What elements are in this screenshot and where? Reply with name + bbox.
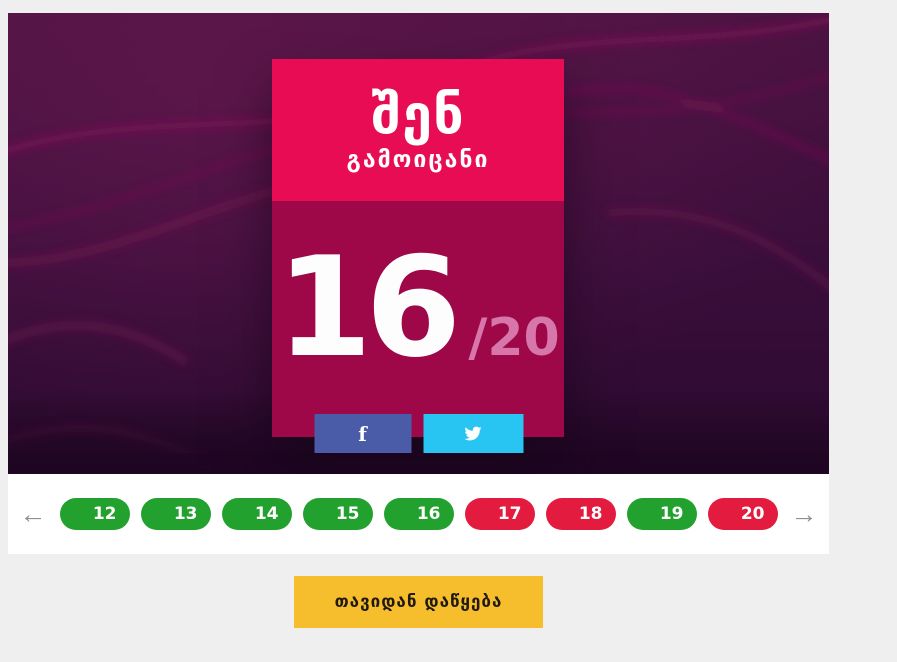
result-stage: შენ გამოიცანი 16 /20 f	[8, 13, 829, 474]
carousel-next-arrow-icon[interactable]: →	[790, 498, 818, 529]
restart-row: თავიდან დაწყება	[8, 554, 829, 628]
question-pill-20[interactable]: 20	[707, 498, 778, 530]
score-display: 16 /20	[272, 239, 564, 377]
question-pill-18[interactable]: 18	[545, 498, 616, 530]
question-pill-16[interactable]: 16	[383, 498, 454, 530]
question-pill-19[interactable]: 19	[626, 498, 697, 530]
card-title-line2: გამოიცანი	[346, 147, 490, 174]
facebook-icon: f	[358, 421, 367, 446]
question-pill-12[interactable]: 12	[59, 498, 130, 530]
score-card: შენ გამოიცანი 16 /20	[272, 59, 564, 437]
question-carousel: ← 12 13 14 15 16 17 18 19 20 →	[8, 474, 829, 554]
question-pill-14[interactable]: 14	[221, 498, 292, 530]
facebook-share-button[interactable]: f	[314, 414, 411, 453]
card-title-line1: შენ	[371, 82, 465, 146]
twitter-share-button[interactable]	[423, 414, 523, 453]
twitter-icon	[464, 425, 482, 442]
question-pill-17[interactable]: 17	[464, 498, 535, 530]
score-value: 16	[276, 227, 461, 388]
restart-button[interactable]: თავიდან დაწყება	[294, 576, 543, 628]
question-pill-13[interactable]: 13	[140, 498, 211, 530]
share-buttons: f	[314, 414, 523, 453]
score-total: /20	[468, 308, 560, 368]
question-pills: 12 13 14 15 16 17 18 19 20	[59, 498, 778, 530]
score-card-header: შენ გამოიცანი	[272, 59, 564, 201]
quiz-result-widget: შენ გამოიცანი 16 /20 f ← 12 13	[8, 13, 829, 628]
carousel-prev-arrow-icon[interactable]: ←	[19, 498, 47, 529]
question-pill-15[interactable]: 15	[302, 498, 373, 530]
score-card-body: 16 /20	[272, 201, 564, 437]
